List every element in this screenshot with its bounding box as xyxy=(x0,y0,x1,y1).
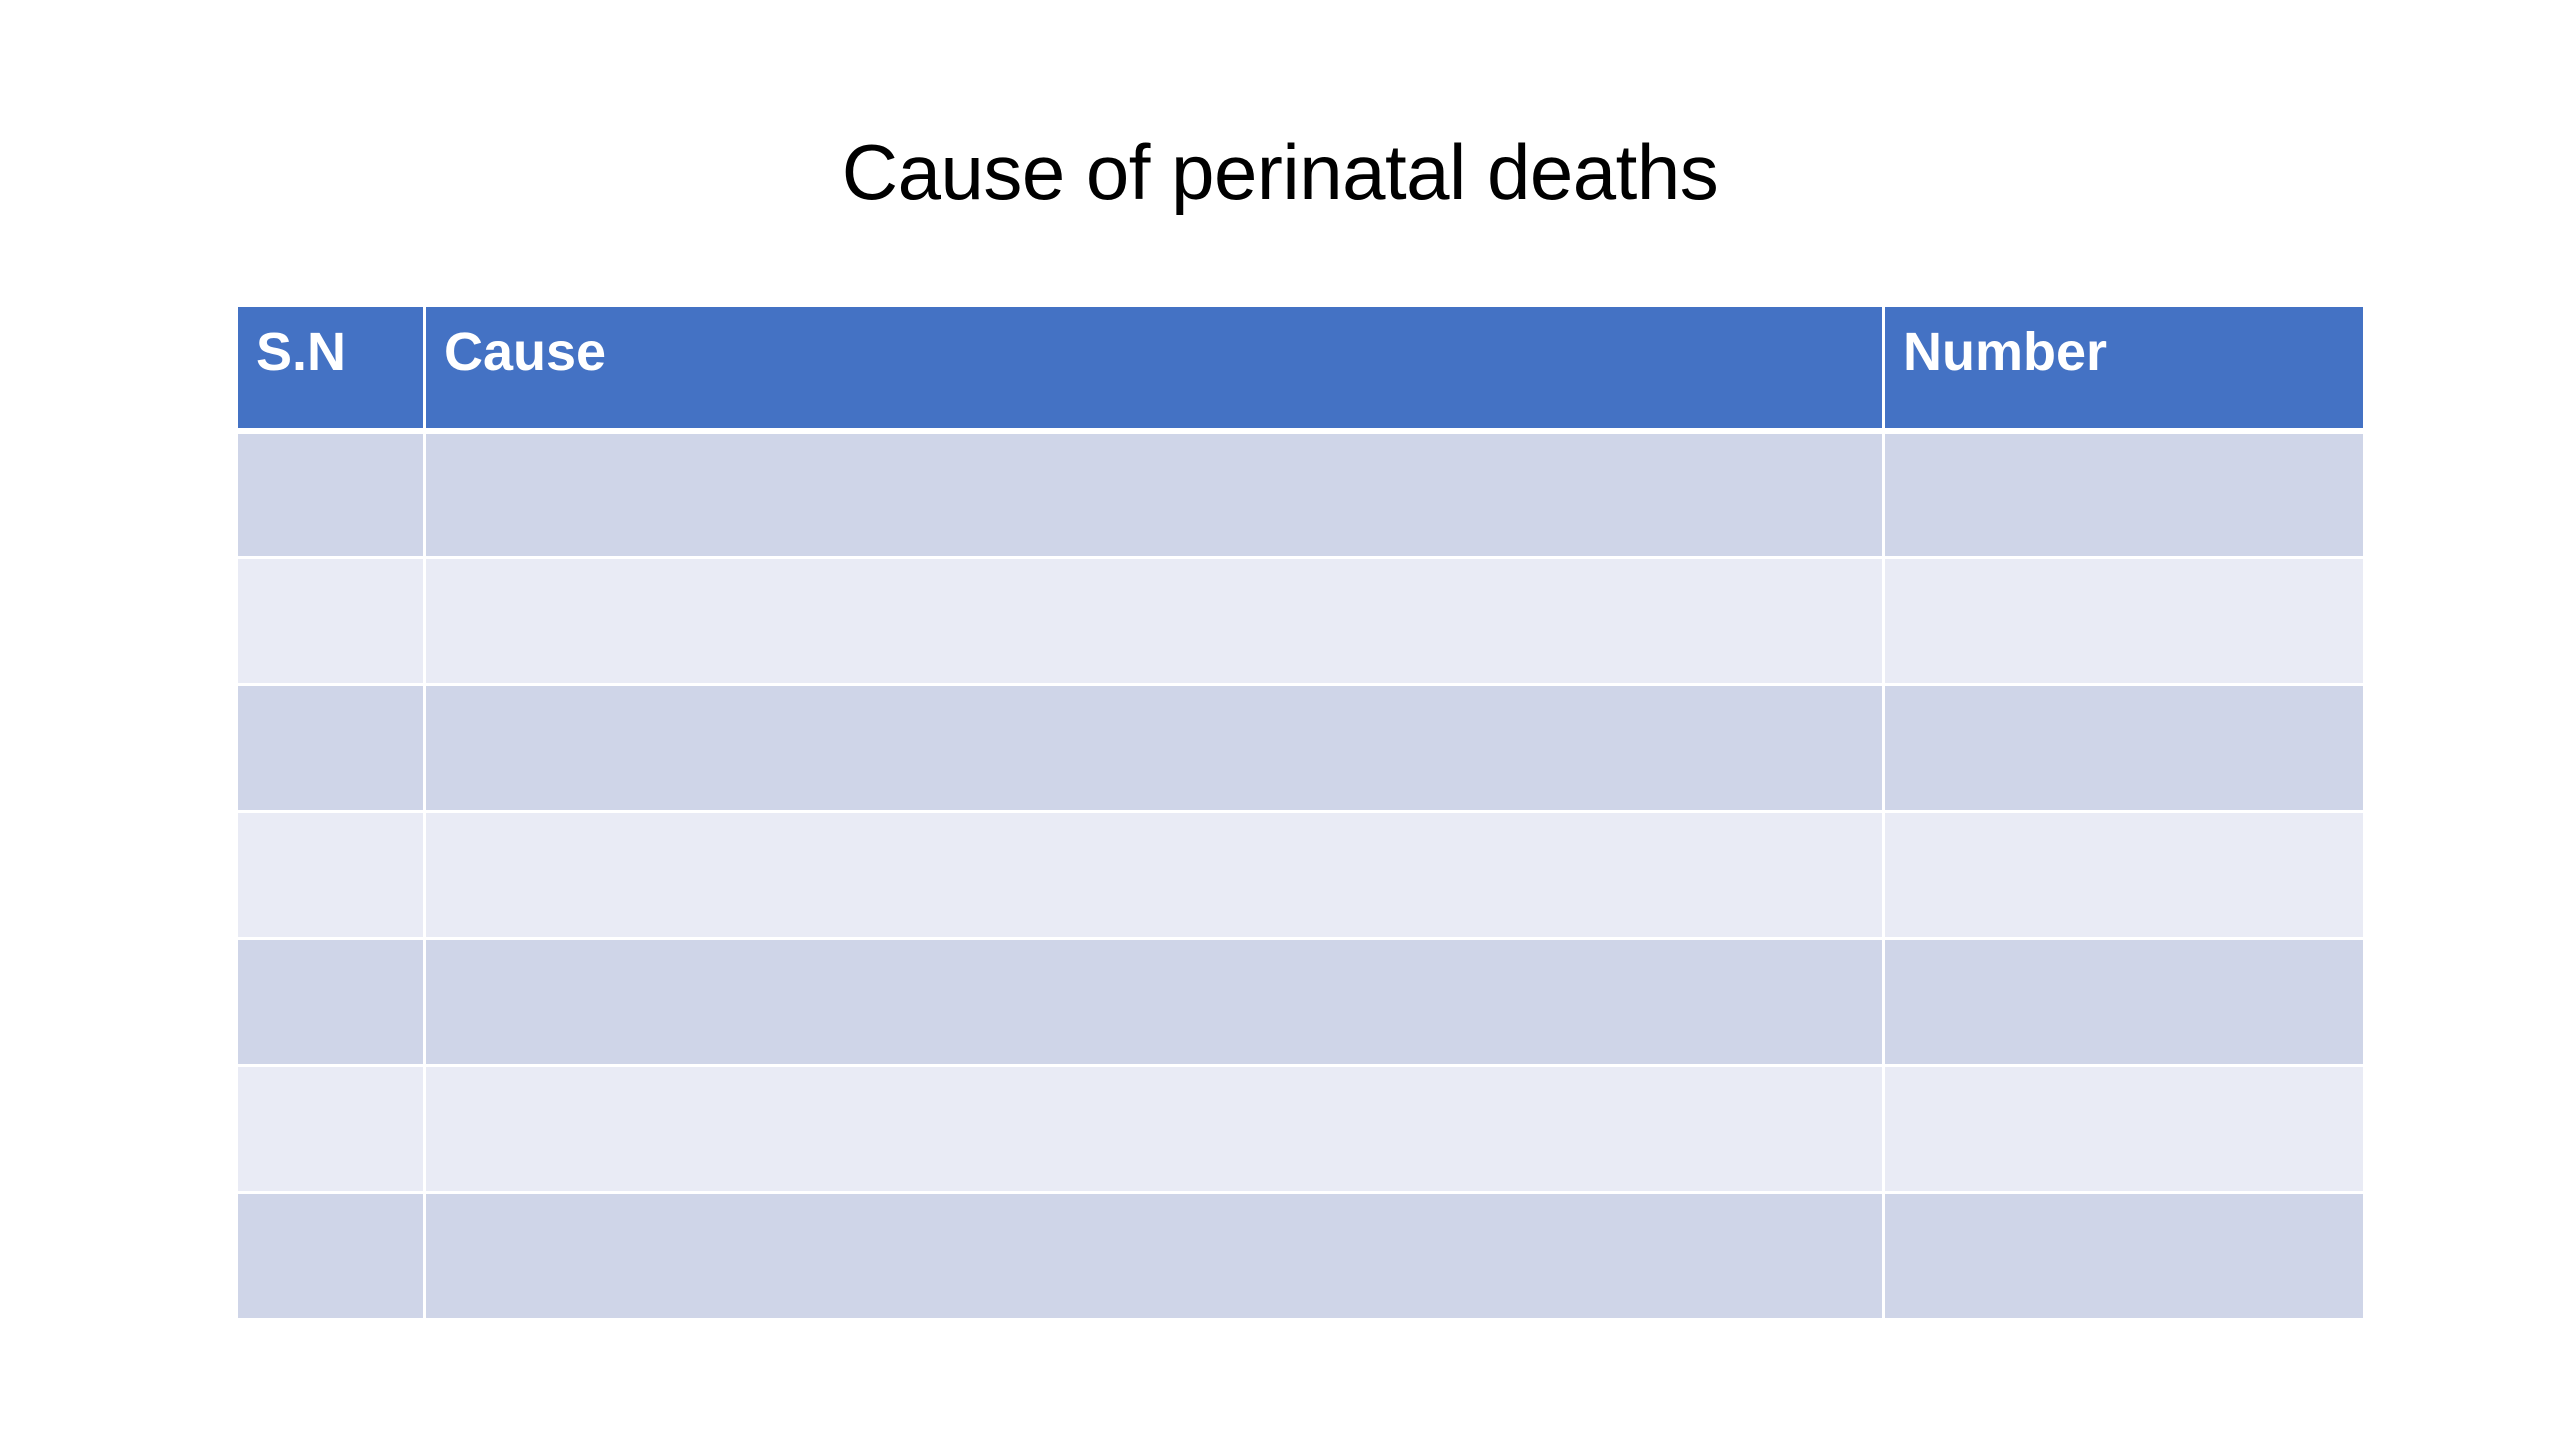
header-number: Number xyxy=(1882,304,2366,434)
table-row xyxy=(235,1191,2366,1321)
table-row xyxy=(235,429,2366,559)
cell-number[interactable] xyxy=(1882,1191,2366,1321)
cell-sn[interactable] xyxy=(235,1191,426,1321)
slide-title: Cause of perinatal deaths xyxy=(841,128,1719,217)
table-row xyxy=(235,1064,2366,1194)
cell-cause[interactable] xyxy=(423,1191,1885,1321)
table-row xyxy=(235,810,2366,940)
cell-cause[interactable] xyxy=(423,429,1885,559)
cell-sn[interactable] xyxy=(235,556,426,686)
cell-cause[interactable] xyxy=(423,810,1885,940)
table-header: S.N Cause Number xyxy=(235,304,2366,434)
cell-number[interactable] xyxy=(1882,429,2366,559)
header-sn: S.N xyxy=(235,304,426,434)
cell-number[interactable] xyxy=(1882,683,2366,813)
cell-sn[interactable] xyxy=(235,683,426,813)
cell-sn[interactable] xyxy=(235,1064,426,1194)
header-cause: Cause xyxy=(423,304,1885,434)
cell-cause[interactable] xyxy=(423,937,1885,1067)
cell-number[interactable] xyxy=(1882,1064,2366,1194)
cell-cause[interactable] xyxy=(423,556,1885,686)
cell-cause[interactable] xyxy=(423,683,1885,813)
table-body xyxy=(235,429,2366,1321)
cell-cause[interactable] xyxy=(423,1064,1885,1194)
cell-number[interactable] xyxy=(1882,937,2366,1067)
table-header-row: S.N Cause Number xyxy=(235,304,2366,434)
cell-sn[interactable] xyxy=(235,810,426,940)
table-row xyxy=(235,556,2366,686)
cell-number[interactable] xyxy=(1882,556,2366,686)
cell-sn[interactable] xyxy=(235,937,426,1067)
cell-sn[interactable] xyxy=(235,429,426,559)
perinatal-deaths-table: S.N Cause Number xyxy=(235,304,2366,1321)
table-row xyxy=(235,683,2366,813)
cell-number[interactable] xyxy=(1882,810,2366,940)
table-row xyxy=(235,937,2366,1067)
